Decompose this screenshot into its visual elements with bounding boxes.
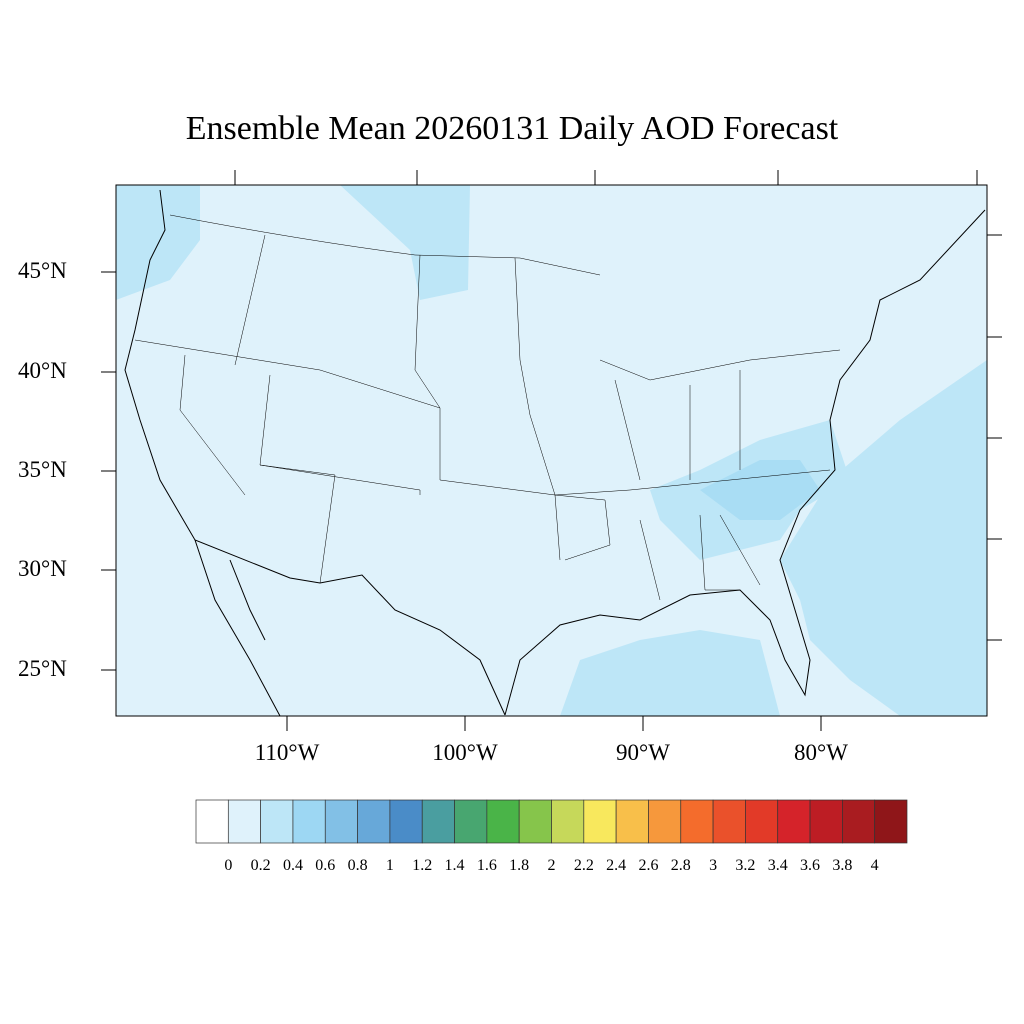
colorbar-label: 1 — [385, 857, 394, 874]
aod-level-0.2-0.4 — [116, 185, 987, 716]
colorbar-label: 1.2 — [412, 857, 433, 874]
colorbar-label: 2.2 — [573, 857, 594, 874]
colorbar-label: 2.8 — [670, 857, 691, 874]
colorbar-label: 1.4 — [444, 857, 465, 874]
colorbar-label: 0.8 — [347, 857, 368, 874]
colorbar-box — [615, 799, 649, 844]
colorbar-label: 3.2 — [735, 857, 756, 874]
axis-ticks — [101, 170, 1002, 731]
lat-label: 40°N — [18, 358, 67, 383]
colorbar-box — [712, 799, 746, 844]
chart-title: Ensemble Mean 20260131 Daily AOD Forecas… — [185, 110, 839, 147]
colorbar-label: 2.4 — [606, 857, 627, 874]
colorbar-box — [357, 799, 391, 844]
colorbar-box — [583, 799, 617, 844]
colorbar-label: 4 — [870, 857, 879, 874]
colorbar-box — [874, 799, 908, 844]
colorbar-label: 3 — [709, 857, 718, 874]
map-frame — [115, 184, 988, 717]
colorbar-box — [227, 799, 261, 844]
colorbar-box — [292, 799, 326, 844]
colorbar-box — [777, 799, 811, 844]
colorbar-label: 2 — [547, 857, 556, 874]
state-borders — [134, 214, 841, 601]
lon-label: 100°W — [432, 740, 498, 765]
colorbar-box — [324, 799, 358, 844]
colorbar-label: 0.6 — [315, 857, 336, 874]
lat-label: 35°N — [18, 457, 67, 482]
colorbar-box — [195, 799, 229, 844]
colorbar-box — [486, 799, 520, 844]
colorbar — [195, 799, 908, 844]
colorbar-label: 3.4 — [767, 857, 788, 874]
colorbar-label: 1.6 — [476, 857, 497, 874]
colorbar-box — [745, 799, 779, 844]
colorbar-label: 0 — [224, 857, 233, 874]
colorbar-box — [842, 799, 876, 844]
colorbar-box — [680, 799, 714, 844]
colorbar-box — [551, 799, 585, 844]
lat-label: 25°N — [18, 656, 67, 681]
colorbar-label: 0.4 — [282, 857, 303, 874]
colorbar-label: 1.8 — [509, 857, 530, 874]
colorbar-box — [421, 799, 455, 844]
colorbar-label: 2.6 — [638, 857, 659, 874]
colorbar-box — [518, 799, 552, 844]
colorbar-box — [809, 799, 843, 844]
lat-label: 45°N — [18, 258, 67, 283]
us-outline — [124, 189, 986, 717]
colorbar-label: 0.2 — [250, 857, 271, 874]
aod-level-0.4-0.6 — [700, 460, 820, 520]
lon-label: 110°W — [254, 740, 320, 765]
colorbar-box — [648, 799, 682, 844]
colorbar-box — [389, 799, 423, 844]
lon-label: 90°W — [616, 740, 670, 765]
colorbar-label: 3.8 — [832, 857, 853, 874]
colorbar-box — [454, 799, 488, 844]
colorbar-label: 3.6 — [800, 857, 821, 874]
lon-label: 80°W — [794, 740, 848, 765]
colorbar-box — [260, 799, 294, 844]
lat-label: 30°N — [18, 556, 67, 581]
